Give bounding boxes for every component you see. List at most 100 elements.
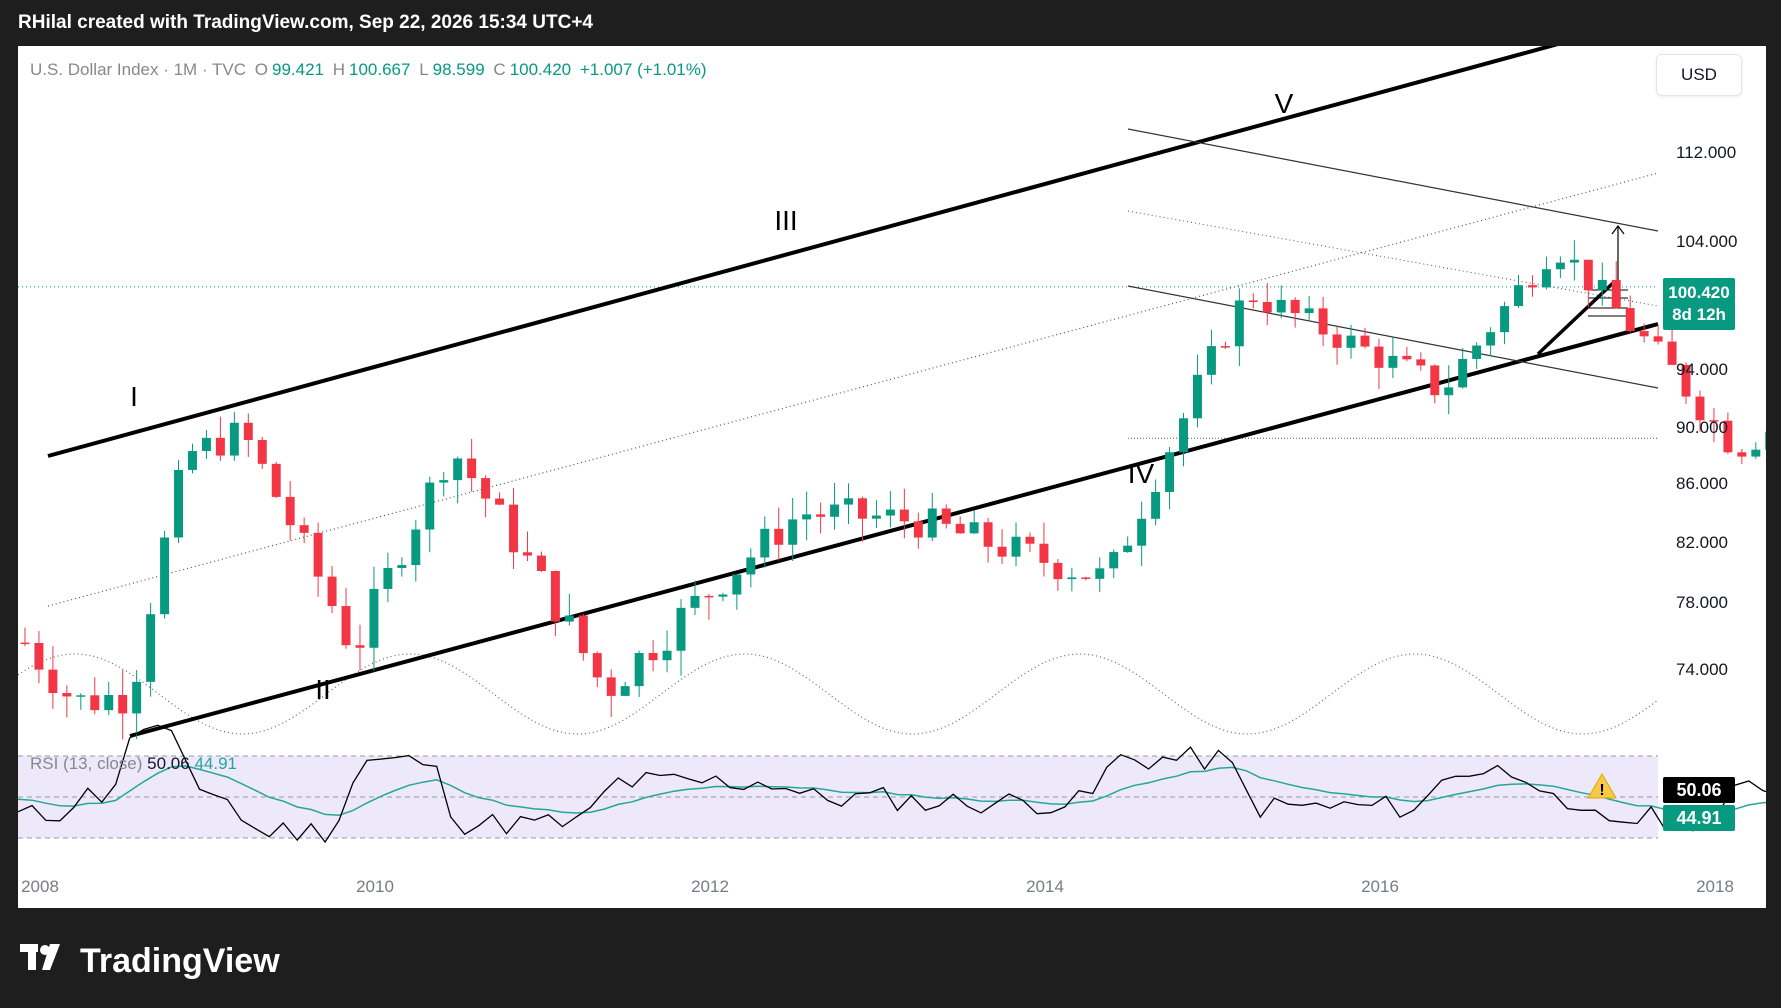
candle-body	[1555, 262, 1565, 270]
candle-body	[1667, 341, 1677, 365]
low-value: 98.599	[432, 60, 485, 79]
candle-body	[1611, 279, 1621, 309]
tradingview-logo[interactable]: TradingView	[20, 942, 280, 981]
close-value: 100.420	[509, 60, 572, 79]
candle-body	[1374, 346, 1384, 368]
candle-body	[20, 642, 30, 645]
candle-body	[1597, 279, 1607, 291]
candle-body	[1179, 418, 1188, 453]
rsi-label: RSI (13, close)	[30, 754, 143, 773]
y-tick-label: 90.000	[1676, 418, 1728, 437]
candle-body	[299, 525, 309, 533]
symbol-label: U.S. Dollar Index · 1M · TVC	[30, 60, 247, 79]
candle-body	[816, 514, 826, 517]
candle-body	[941, 508, 951, 524]
change-value: +1.007 (+1.01%)	[579, 60, 707, 79]
candle-body	[439, 480, 449, 483]
candle-body	[606, 677, 616, 696]
candle-body	[188, 451, 197, 470]
candle-body	[871, 515, 881, 519]
candle-body	[746, 557, 756, 575]
candle-body	[1388, 355, 1398, 368]
warning-icon	[1587, 773, 1617, 799]
candle-body	[760, 528, 770, 558]
candle-body	[1402, 355, 1412, 360]
ohlc-legend: U.S. Dollar Index · 1M · TVC O 99.421 H 10…	[30, 60, 711, 80]
rsi-legend: RSI (13, close) 50.06 44.91	[30, 754, 237, 774]
candle-body	[327, 576, 337, 607]
candle-body	[34, 642, 44, 670]
candle-body	[1067, 577, 1077, 580]
y-tick-label: 112.000	[1676, 143, 1736, 162]
candle-body	[1234, 300, 1244, 347]
candle-body	[1193, 374, 1202, 419]
high-value: 100.667	[349, 60, 411, 79]
candle-body	[1514, 285, 1523, 307]
candle-body	[90, 695, 100, 711]
y-tick-label: 86.000	[1676, 474, 1728, 493]
candle-body	[620, 686, 630, 696]
candle-body	[1151, 492, 1161, 519]
candle-body	[425, 482, 435, 530]
candle-body	[48, 669, 58, 694]
candle-body	[648, 653, 658, 661]
candle-body	[1318, 308, 1328, 335]
candle-body	[1472, 345, 1482, 359]
wave-label-ii: II	[315, 674, 331, 705]
candle-body	[1486, 332, 1496, 346]
chart-credit: RHilal created with TradingView.com, Sep…	[18, 12, 593, 33]
candle-body	[523, 552, 532, 556]
falling-channel-mid	[1127, 210, 1659, 307]
candle-body	[1025, 536, 1035, 544]
candle-body	[1011, 536, 1021, 557]
candle-body	[257, 439, 267, 464]
low-label: L	[419, 60, 429, 79]
y-tick-label: 104.000	[1676, 232, 1737, 251]
candle-body	[899, 509, 909, 522]
y-tick-label: 82.000	[1676, 533, 1728, 552]
candle-body	[844, 498, 853, 505]
candle-body	[118, 694, 128, 714]
x-tick-label: 2014	[1026, 877, 1064, 896]
currency-button[interactable]: USD	[1656, 54, 1742, 96]
candle-body	[355, 645, 365, 648]
candle-body	[774, 528, 784, 545]
candle-body	[1053, 562, 1063, 580]
high-label: H	[332, 60, 346, 79]
candle-body	[1695, 396, 1705, 421]
rsi-ma-tag: 44.91	[1663, 805, 1735, 831]
candle-body	[1458, 358, 1468, 388]
candle-body	[229, 422, 239, 456]
candle-body	[704, 595, 714, 598]
candle-body	[453, 458, 463, 481]
warning-icon-mark: !	[1599, 782, 1604, 799]
candle-body	[104, 694, 114, 711]
candle-body	[509, 504, 518, 553]
candle-body	[1430, 365, 1440, 396]
target-arrowhead	[1611, 225, 1625, 235]
x-tick-label: 2012	[691, 877, 729, 896]
candle-body	[1262, 301, 1272, 313]
candle-body	[662, 650, 672, 661]
bar-countdown: 8d 12h	[1672, 305, 1726, 324]
candle-body	[1109, 552, 1119, 569]
candle-body	[1206, 346, 1216, 375]
candle-body	[243, 422, 253, 440]
candle-body	[397, 565, 407, 568]
rsi-line	[18, 724, 1766, 844]
candle-body	[1416, 359, 1426, 366]
wave-label-iv: IV	[1128, 458, 1155, 489]
candle-body	[411, 529, 421, 566]
chart-panel[interactable]: I II III IV V 112.000 104.000 94.000 90.000 86.0…	[18, 46, 1766, 908]
candle-body	[1346, 335, 1356, 348]
candle-body	[1625, 308, 1635, 332]
candle-body	[146, 614, 156, 682]
wave-label-v: V	[1275, 88, 1294, 119]
channel-upper-line	[47, 46, 1559, 458]
candle-body	[1765, 431, 1766, 450]
candle-body	[271, 463, 281, 497]
last-price-tag: 100.420 8d 12h	[1663, 278, 1735, 330]
candle-body	[201, 437, 211, 452]
candle-body	[1360, 335, 1370, 347]
